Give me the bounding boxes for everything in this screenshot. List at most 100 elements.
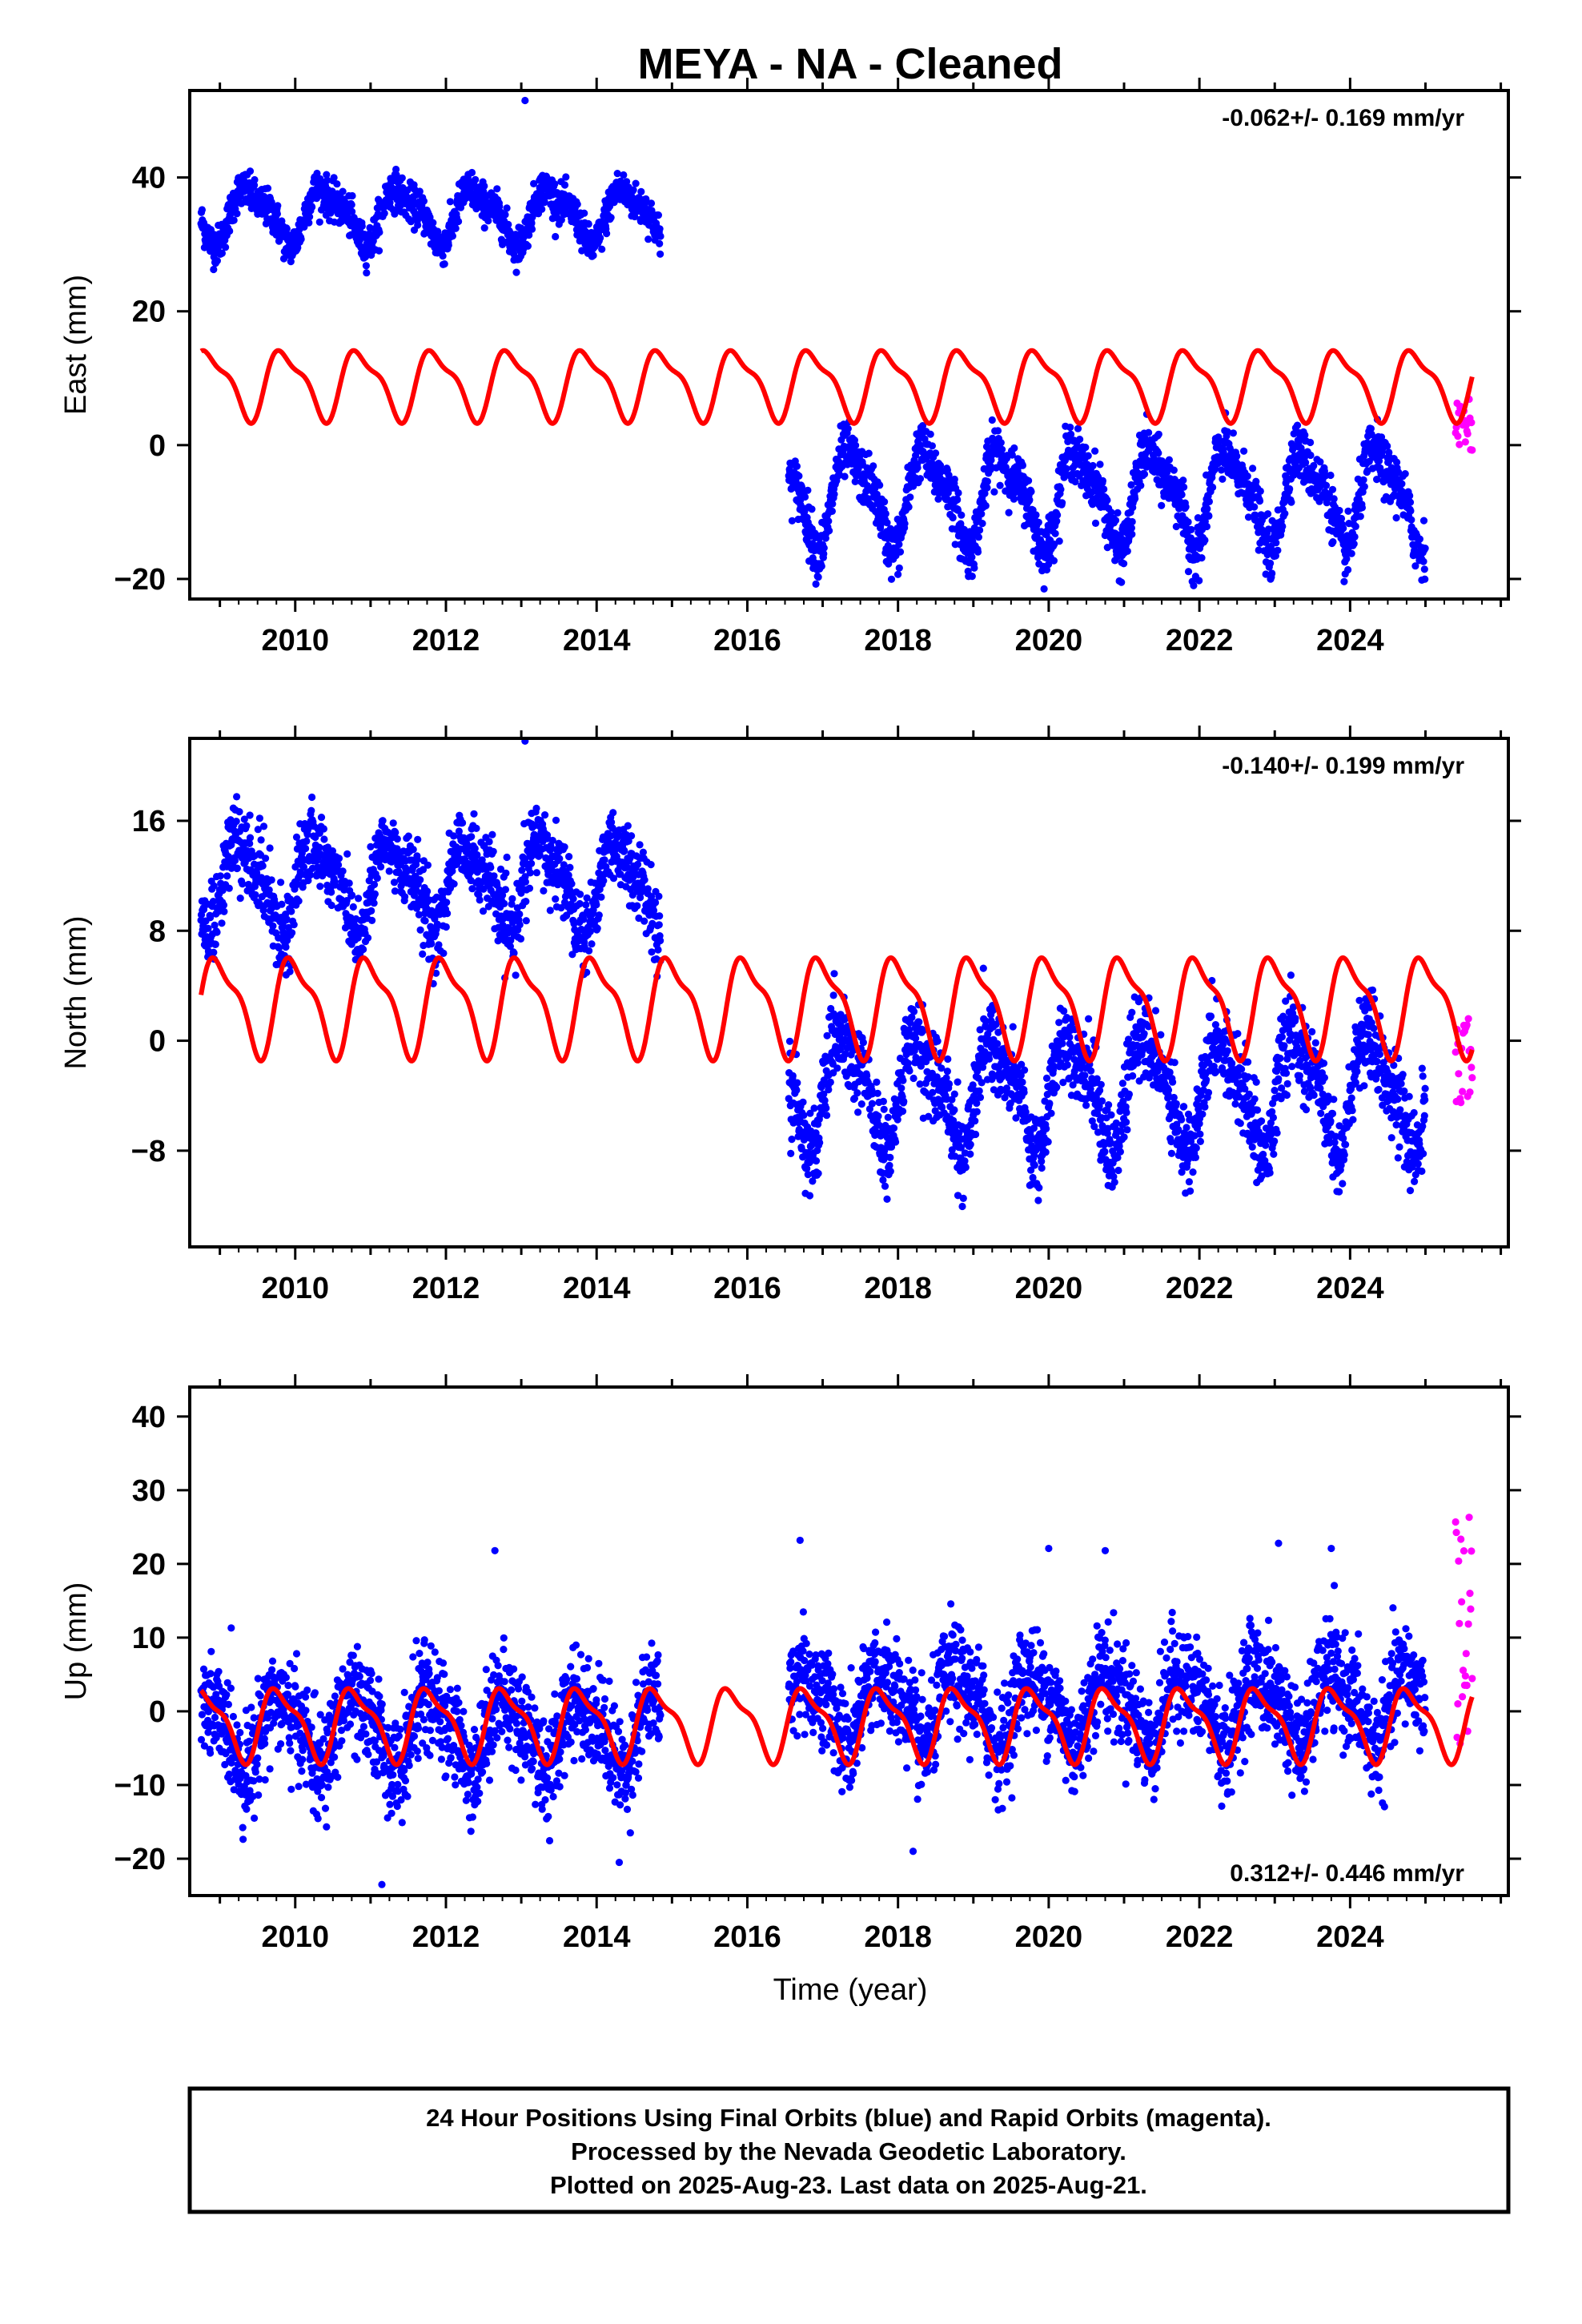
data-point — [585, 947, 593, 955]
rapid-orbit-points — [1452, 395, 1476, 454]
data-point — [636, 841, 644, 849]
data-point — [504, 220, 512, 228]
data-point — [644, 235, 652, 243]
data-point — [500, 899, 508, 907]
data-point — [793, 462, 801, 470]
data-point — [1327, 471, 1335, 480]
data-point — [444, 241, 452, 249]
data-point — [233, 864, 241, 872]
data-point — [385, 867, 393, 875]
data-point — [306, 213, 314, 221]
data-point — [389, 819, 397, 827]
data-point — [1255, 546, 1263, 554]
y-tick-label: 40 — [132, 162, 166, 195]
data-point — [1091, 447, 1099, 455]
data-point — [283, 225, 291, 233]
data-point — [656, 912, 664, 920]
final-orbit-points — [197, 96, 1429, 593]
data-point — [452, 224, 460, 232]
data-point — [1251, 503, 1259, 511]
data-point — [829, 500, 837, 508]
data-point — [521, 878, 530, 886]
data-point — [613, 170, 621, 178]
data-point — [997, 439, 1005, 447]
data-point — [620, 171, 628, 179]
data-point — [255, 814, 263, 822]
data-point — [1034, 518, 1042, 526]
data-point — [950, 475, 958, 484]
data-point — [1264, 510, 1272, 518]
data-point — [240, 815, 248, 823]
data-point — [1272, 539, 1280, 547]
data-point — [323, 176, 331, 184]
data-point — [1307, 438, 1315, 447]
data-point — [883, 519, 891, 527]
data-point — [471, 844, 479, 853]
data-point — [1074, 424, 1082, 432]
data-point — [1165, 456, 1173, 464]
data-point — [1293, 421, 1302, 429]
data-point — [485, 838, 493, 846]
data-point — [990, 488, 998, 496]
data-point — [317, 814, 326, 822]
data-point — [518, 866, 526, 875]
data-point — [1076, 436, 1084, 444]
data-point — [1286, 485, 1294, 493]
data-point — [970, 564, 978, 572]
data-point — [981, 489, 989, 497]
data-point — [1203, 505, 1211, 513]
data-point — [286, 967, 294, 975]
data-point — [1111, 517, 1120, 525]
data-point — [976, 526, 984, 534]
data-point — [869, 462, 877, 470]
data-point — [588, 940, 596, 948]
data-point — [283, 915, 291, 923]
data-point — [398, 174, 406, 182]
data-point — [958, 511, 966, 519]
data-point — [557, 216, 565, 224]
data-point — [1351, 533, 1359, 541]
data-point — [968, 573, 976, 581]
data-point — [552, 895, 560, 903]
data-point — [472, 175, 480, 183]
data-point — [487, 863, 495, 871]
data-point — [501, 211, 509, 219]
data-point — [607, 214, 615, 222]
data-point — [210, 948, 218, 956]
rapid-point — [1468, 419, 1476, 427]
data-point — [308, 203, 316, 211]
data-point — [290, 921, 298, 929]
data-point — [1287, 498, 1295, 506]
data-point — [1347, 549, 1355, 557]
y-tick-label: 0 — [149, 429, 166, 463]
data-point — [530, 179, 538, 187]
data-point — [295, 897, 303, 905]
data-point — [1045, 561, 1053, 569]
data-point — [873, 1089, 881, 1097]
data-point — [1082, 444, 1090, 452]
data-point — [1172, 522, 1180, 531]
data-point — [820, 544, 828, 552]
rapid-point — [1456, 440, 1464, 448]
data-point — [926, 430, 934, 438]
data-point — [284, 923, 292, 931]
data-point — [476, 896, 484, 904]
data-point — [339, 867, 347, 875]
data-point — [484, 217, 492, 225]
data-point — [207, 914, 215, 922]
data-point — [881, 509, 889, 518]
data-point — [363, 934, 372, 942]
data-point — [1008, 451, 1016, 459]
data-point — [1184, 568, 1193, 576]
data-point — [455, 217, 463, 226]
data-point — [833, 1064, 841, 1072]
data-point — [230, 216, 238, 224]
data-point — [800, 1112, 808, 1120]
data-point — [291, 862, 299, 871]
data-point — [1290, 430, 1298, 438]
data-point — [262, 854, 270, 862]
data-point — [596, 234, 604, 242]
data-point — [358, 222, 366, 230]
data-point — [522, 898, 530, 906]
